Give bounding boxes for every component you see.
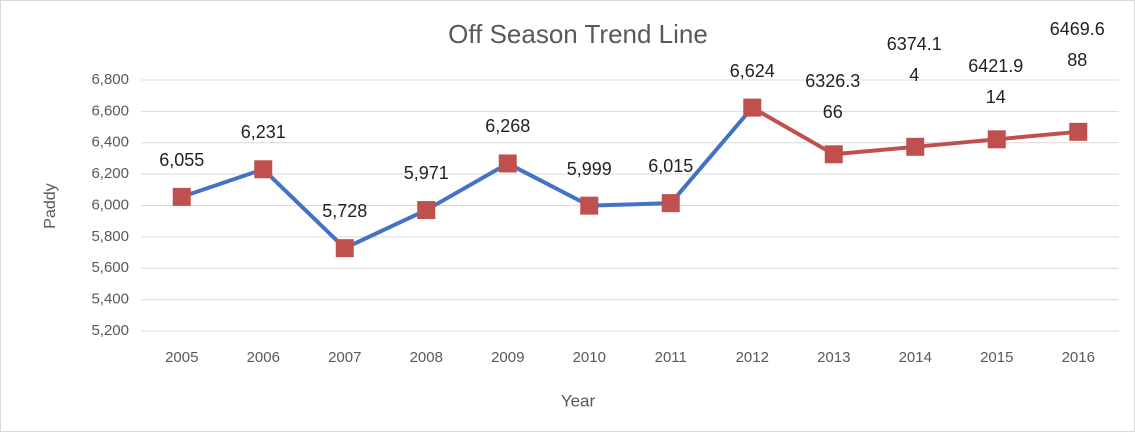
x-tick-label: 2010 (573, 349, 606, 366)
x-tick-label: 2008 (410, 349, 443, 366)
marker (987, 130, 1006, 149)
y-tick-label: 6,200 (91, 165, 129, 182)
x-tick-label: 2016 (1062, 349, 1095, 366)
data-label: 5,971 (403, 163, 449, 184)
marker (417, 201, 436, 220)
y-tick-label: 5,200 (91, 322, 129, 339)
data-label: 5,728 (322, 201, 368, 222)
data-label: 6,055 (159, 149, 205, 170)
chart-title: Off Season Trend Line (448, 19, 708, 49)
marker (661, 194, 680, 213)
data-label: 5,999 (566, 158, 612, 179)
marker (335, 239, 354, 258)
data-label: 6,231 (240, 122, 286, 143)
x-axis-title: Year (561, 391, 596, 410)
data-label: 6,268 (485, 116, 531, 137)
y-tick-label: 6,600 (91, 102, 129, 119)
marker (906, 137, 925, 156)
y-tick-label: 5,800 (91, 228, 129, 245)
y-tick-label: 6,000 (91, 196, 129, 213)
marker (824, 145, 843, 164)
marker (743, 98, 762, 117)
data-label: 6469.688 (1049, 18, 1105, 70)
marker (498, 154, 517, 173)
x-tick-label: 2012 (736, 349, 769, 366)
data-label: 6326.366 (805, 71, 861, 123)
x-tick-label: 2007 (328, 349, 361, 366)
y-tick-label: 6,400 (91, 134, 129, 151)
marker (254, 160, 273, 179)
data-label: 6,624 (729, 60, 775, 81)
y-axis-title: Paddy (42, 183, 59, 228)
y-tick-label: 5,400 (91, 291, 129, 308)
y-tick-label: 5,600 (91, 259, 129, 276)
x-tick-label: 2013 (817, 349, 850, 366)
x-tick-label: 2015 (980, 349, 1013, 366)
marker (580, 196, 599, 215)
marker (1069, 122, 1088, 141)
data-label: 6374.14 (886, 33, 942, 85)
x-tick-label: 2006 (247, 349, 280, 366)
series-line (181, 106, 754, 251)
x-tick-label: 2011 (655, 349, 687, 366)
x-tick-label: 2009 (491, 349, 524, 366)
data-label: 6421.914 (968, 56, 1024, 108)
x-tick-label: 2014 (899, 349, 932, 366)
marker (172, 187, 191, 206)
data-label: 6,015 (648, 156, 694, 177)
x-tick-label: 2005 (165, 349, 198, 366)
y-tick-label: 6,800 (91, 71, 129, 88)
